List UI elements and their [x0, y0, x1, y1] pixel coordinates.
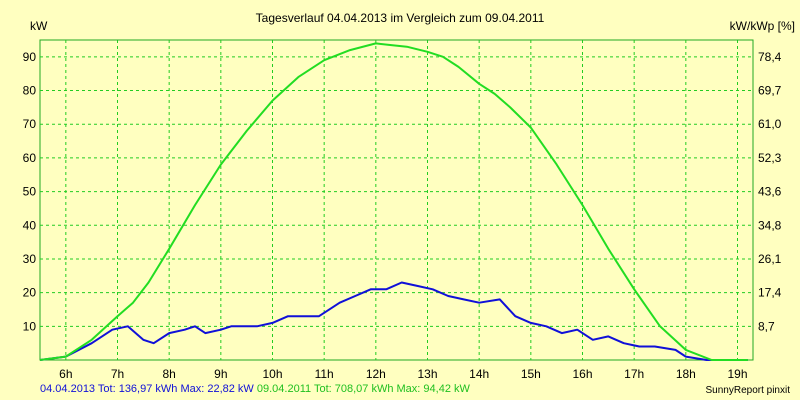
plot-area: [39, 39, 754, 361]
grid: [40, 40, 753, 360]
x-tick-label: 12h: [366, 367, 386, 381]
x-tick-label: 10h: [262, 367, 282, 381]
credit-text: SunnyReport pinxit: [705, 385, 791, 396]
x-tick-label: 8h: [162, 367, 175, 381]
y-axis-label-right: kW/kWp [%]: [730, 19, 795, 33]
y-tick-label-right: 26,1: [758, 252, 782, 266]
series2-summary: 09.04.2011 Tot: 708,07 kWh Max: 94,42 kW: [256, 383, 470, 395]
y-tick-label-right: 8,7: [758, 319, 775, 333]
x-tick-label: 9h: [214, 367, 227, 381]
x-tick-label: 16h: [572, 367, 592, 381]
x-tick-label: 18h: [676, 367, 696, 381]
y-tick-label-left: 70: [23, 117, 37, 131]
x-tick-label: 19h: [727, 367, 747, 381]
y-tick-label-right: 52,3: [758, 151, 782, 165]
chart-footer: 04.04.2013 Tot: 136,97 kWh Max: 22,82 kW…: [40, 383, 470, 395]
series-lines: [39, 42, 748, 361]
y-tick-label-right: 17,4: [758, 286, 782, 300]
y-tick-label-left: 10: [23, 319, 37, 333]
y-tick-label-left: 40: [23, 218, 37, 232]
y-axis-label-left: kW: [30, 19, 48, 33]
y-tick-label-left: 50: [23, 185, 37, 199]
y-tick-label-right: 34,8: [758, 218, 782, 232]
x-tick-label: 15h: [521, 367, 541, 381]
y-tick-label-right: 69,7: [758, 84, 782, 98]
x-tick-label: 6h: [59, 367, 72, 381]
y-tick-label-left: 80: [23, 84, 37, 98]
y-tick-label-left: 20: [23, 286, 37, 300]
x-tick-label: 17h: [624, 367, 644, 381]
y-tick-label-left: 30: [23, 252, 37, 266]
x-tick-label: 13h: [417, 367, 437, 381]
tick-labels: 6h 7h 8h 9h 10h 11h 12h 13h 14h 15h 16h 17h 18h 19h 10…: [23, 50, 782, 381]
chart-title: Tagesverlauf 04.04.2013 im Vergleich zum…: [256, 11, 545, 25]
y-tick-label-right: 43,6: [758, 185, 782, 199]
y-tick-label-left: 60: [23, 151, 37, 165]
x-tick-label: 11h: [315, 367, 334, 381]
series-line-2: [39, 42, 748, 361]
x-tick-label: 14h: [469, 367, 489, 381]
y-tick-label-right: 78,4: [758, 50, 782, 64]
x-tick-label: 7h: [111, 367, 124, 381]
series-line-1: [39, 281, 748, 361]
y-tick-label-right: 61,0: [758, 117, 782, 131]
y-tick-label-left: 90: [23, 50, 37, 64]
series1-summary: 04.04.2013 Tot: 136,97 kWh Max: 22,82 kW: [40, 383, 254, 395]
